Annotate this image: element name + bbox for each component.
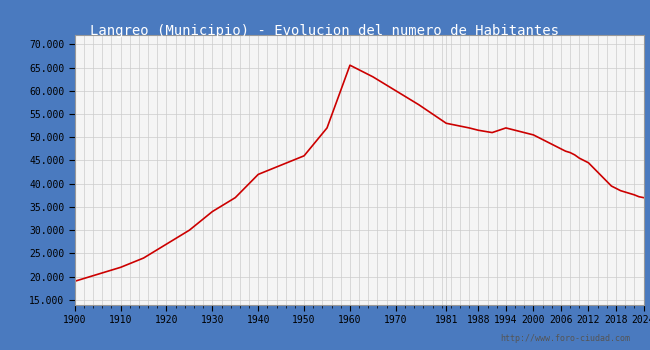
Text: Langreo (Municipio) - Evolucion del numero de Habitantes: Langreo (Municipio) - Evolucion del nume… bbox=[90, 25, 560, 38]
Text: http://www.foro-ciudad.com: http://www.foro-ciudad.com bbox=[500, 334, 630, 343]
